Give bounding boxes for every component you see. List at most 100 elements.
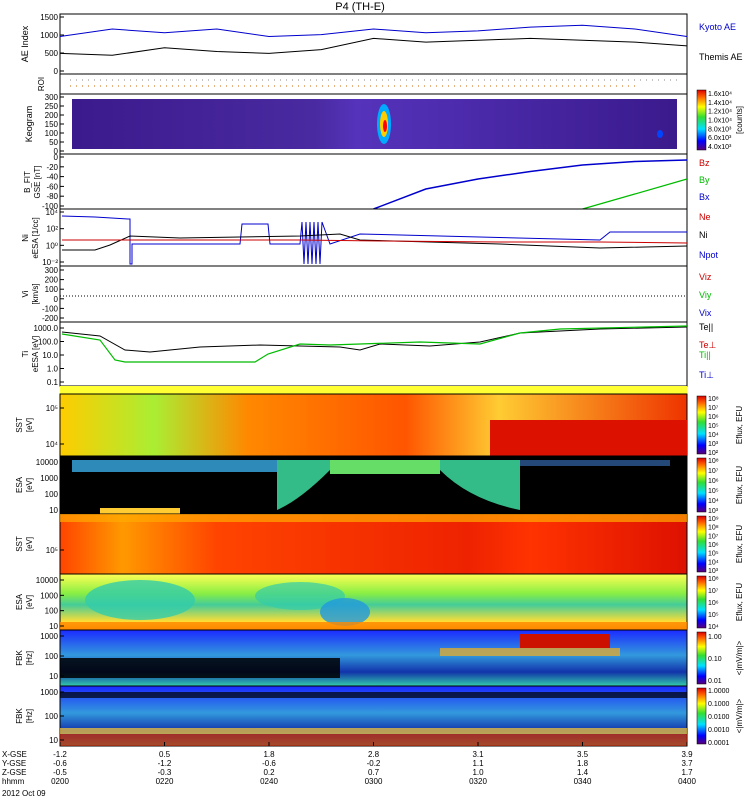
esa-ion-plateau-top xyxy=(330,460,440,474)
fbk-b-low-band xyxy=(60,734,687,746)
ni-units: eESA [1/cc] xyxy=(31,217,40,258)
fbk-b-colorbar-tick-label: 1.0000 xyxy=(708,688,730,695)
bfit-tick-label: -60 xyxy=(46,182,58,191)
series-by xyxy=(582,178,688,210)
keogram-colorbar-tick-label: 1.2x10⁴ xyxy=(708,109,732,116)
ti-units: eESA [eV] xyxy=(31,336,40,372)
esa-electron-colorbar xyxy=(696,575,707,629)
bfit-tick-label: -20 xyxy=(46,163,58,172)
esa-ion-colorbar-label: Eflux, EFU xyxy=(735,466,744,504)
esa-electron-blob-1 xyxy=(85,580,195,620)
coord-row-value: -0.6 xyxy=(262,759,276,768)
panel-ae: AE Index 1500 1000 500 0 Kyoto AE Themis AE xyxy=(20,13,743,76)
esa-electron-tick-label: 1000 xyxy=(40,591,58,600)
sst-ion-colorbar-tick-label: 10⁵ xyxy=(708,423,719,430)
keogram-tick-label: 200 xyxy=(45,111,59,120)
esa-electron-tick-label: 10 xyxy=(49,622,58,631)
series-te-par xyxy=(61,326,688,353)
legend-ne: Ne xyxy=(699,212,711,222)
panel-ae-frame xyxy=(59,13,688,75)
fbk-e-ylabel: FBK xyxy=(15,650,24,666)
sst-ion-colorbar-tick-label: 10⁷ xyxy=(708,405,719,412)
legend-ti-perp: Ti⊥ xyxy=(699,370,714,380)
fbk-b-tick-label: 1000 xyxy=(40,688,58,697)
sst-ion-hot-region xyxy=(490,420,687,456)
panel-roi: ROI xyxy=(37,73,688,95)
keogram-colorbar-tick-label: 1.4x10⁴ xyxy=(708,100,732,107)
fbk-e-colorbar-tick-label: 1.00 xyxy=(708,634,722,641)
esa-electron-units: [eV] xyxy=(25,595,34,609)
sst-ion-tick-label: 10⁴ xyxy=(46,440,59,449)
series-npot xyxy=(61,215,687,265)
fbk-b-warm-band xyxy=(60,728,687,734)
sst-electron-colorbar xyxy=(696,515,707,573)
panel-ni: Ni eESA [1/cc] 10⁴ 10² 10⁰ 10⁻² Ne Ni Npot xyxy=(21,208,719,267)
coord-row-value: 0300 xyxy=(365,777,383,786)
ni-tick-label: 10⁻² xyxy=(42,258,58,267)
ni-yticks: 10⁴ 10² 10⁰ 10⁻² xyxy=(42,208,64,267)
sst-electron-colorbar-tick-label: 10⁵ xyxy=(708,551,719,558)
sst-ion-yticks: 10⁵ 10⁴ xyxy=(46,404,64,449)
esa-ion-band-right xyxy=(520,460,670,466)
ti-yticks: 1000.0 100.0 10.0 1.0 0.1 xyxy=(34,324,64,387)
esa-electron-ylabel: ESA xyxy=(15,593,24,610)
legend-npot: Npot xyxy=(699,250,719,260)
ti-ylabel: Ti xyxy=(21,351,30,358)
esa-ion-colorbar-ticks: 10⁸ 10⁷ 10⁶ 10⁵ 10⁴ 10³ xyxy=(708,458,719,515)
coord-row-value: -1.2 xyxy=(158,759,172,768)
coord-row-value: 1.0 xyxy=(472,768,484,777)
sst-ion-colorbar-label: Eflux, EFU xyxy=(735,406,744,444)
sst-ion-colorbar-tick-label: 10⁸ xyxy=(708,396,719,403)
legend-bz: Bz xyxy=(699,158,710,168)
sst-ion-colorbar-ticks: 10⁸ 10⁷ 10⁶ 10⁵ 10⁴ 10³ 10² xyxy=(708,396,719,457)
ti-tick-label: 100.0 xyxy=(38,338,59,347)
esa-ion-colorbar-tick-label: 10⁴ xyxy=(708,498,719,505)
sst-electron-colorbar-tick-label: 10⁷ xyxy=(708,533,719,540)
panel-roi-frame xyxy=(59,73,688,95)
legend-kyoto-ae: Kyoto AE xyxy=(699,22,736,32)
sst-electron-colorbar-tick-label: 10⁹ xyxy=(708,516,719,523)
panel-sst-ion: SST [eV] 10⁵ 10⁴ 10⁸ 10⁷ 10⁶ 10⁵ 10⁴ 10³ 10² Ef… xyxy=(15,386,744,457)
keogram-aurora-core xyxy=(383,120,387,132)
esa-ion-tick-label: 100 xyxy=(45,490,59,499)
series-ni xyxy=(62,233,688,251)
fbk-e-colorbar xyxy=(696,631,707,685)
coord-row-value: -1.2 xyxy=(53,750,67,759)
sst-ion-colorbar-tick-label: 10² xyxy=(708,450,719,457)
bfit-tick-label: -40 xyxy=(46,173,58,182)
ti-tick-label: 0.1 xyxy=(47,378,59,387)
legend-bx: Bx xyxy=(699,192,710,202)
keogram-colorbar-tick-label: 4.0x10³ xyxy=(708,144,732,151)
ae-tick-label: 1000 xyxy=(40,31,58,40)
coord-row-value: 0220 xyxy=(156,777,174,786)
ae-tick-label: 1500 xyxy=(40,13,58,22)
fbk-e-colorbar-tick-label: 0.10 xyxy=(708,656,722,663)
coord-row-value: -0.2 xyxy=(367,759,381,768)
coord-row-value: 0240 xyxy=(260,777,278,786)
fbk-b-tick-label: 100 xyxy=(45,712,59,721)
coord-row-label: X-GSE xyxy=(2,750,27,759)
fbk-b-colorbar-tick-label: 0.1000 xyxy=(708,701,730,708)
fbk-e-colorbar-ticks: 1.00 0.10 0.01 xyxy=(708,634,722,685)
ni-ylabel: Ni xyxy=(21,234,30,242)
esa-electron-colorbar-tick-label: 10⁸ xyxy=(708,576,719,583)
sst-ion-units: [eV] xyxy=(25,418,34,432)
panel-ni-frame xyxy=(59,208,688,267)
esa-electron-colorbar-tick-label: 10⁷ xyxy=(708,588,719,595)
ni-tick-label: 10⁰ xyxy=(46,241,58,250)
keogram-colorbar xyxy=(696,89,707,151)
esa-ion-units: [eV] xyxy=(25,478,34,492)
esa-electron-colorbar-tick-label: 10⁴ xyxy=(708,624,719,631)
sst-electron-colorbar-tick-label: 10³ xyxy=(708,568,719,575)
fbk-b-colorbar-tick-label: 0.0010 xyxy=(708,727,730,734)
coord-row-value: 0340 xyxy=(574,777,592,786)
panel-fbk-b: FBK [Hz] 1000 100 10 1.0000 0.1000 0.0100 0.0… xyxy=(15,685,744,747)
coord-row-value: 3.9 xyxy=(681,750,693,759)
series-themis-ae xyxy=(59,37,688,56)
esa-electron-tick-label: 100 xyxy=(45,607,59,616)
keogram-ylabel: Keogram xyxy=(24,106,34,143)
